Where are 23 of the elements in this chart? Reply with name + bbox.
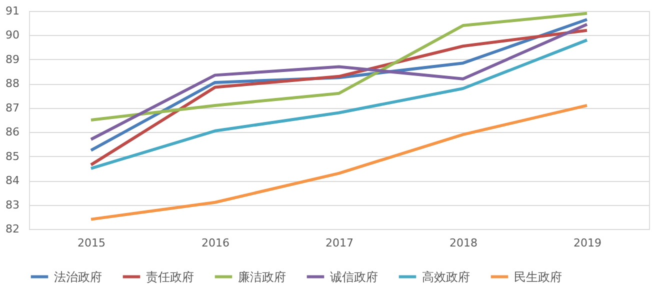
legend-label: 责任政府	[146, 270, 194, 284]
y-tick-label: 86	[6, 126, 20, 139]
x-tick-label: 2017	[326, 236, 354, 250]
line-series	[90, 12, 588, 122]
y-tick-label: 84	[6, 174, 20, 188]
legend-label: 法治政府	[54, 270, 102, 284]
y-tick-label: 89	[6, 52, 20, 66]
legend-label: 高效政府	[422, 270, 470, 284]
y-tick-label: 82	[6, 222, 20, 236]
y-tick-label: 83	[6, 198, 20, 212]
y-tick-label: 85	[6, 150, 20, 163]
legend-label: 诚信政府	[330, 270, 378, 284]
legend-label: 廉洁政府	[238, 270, 286, 284]
line-series	[90, 104, 588, 221]
x-tick-label: 2018	[450, 236, 478, 250]
y-tick-label: 91	[6, 4, 20, 18]
legend-label: 民生政府	[514, 270, 562, 284]
y-tick-label: 88	[6, 77, 20, 90]
x-tick-label: 2019	[574, 236, 602, 250]
x-tick-label: 2015	[78, 236, 106, 250]
x-tick-label: 2016	[202, 236, 230, 250]
y-tick-label: 87	[6, 101, 20, 114]
y-tick-label: 90	[6, 28, 20, 42]
